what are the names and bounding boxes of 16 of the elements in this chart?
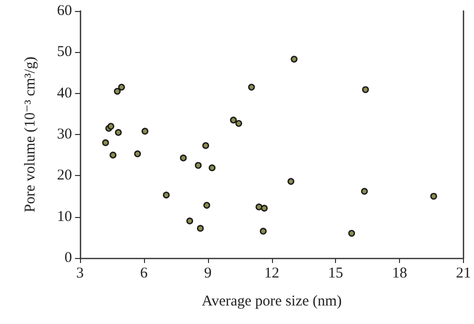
x-tick-label: 6 <box>140 266 148 282</box>
y-tick-label: 20 <box>57 168 72 184</box>
y-tick-label: 60 <box>57 3 72 19</box>
x-tick-label: 9 <box>204 266 212 282</box>
y-axis-title: Pore volume (10⁻³ cm³/g) <box>22 56 38 212</box>
y-tick-label: 40 <box>57 85 72 102</box>
y-tick-label: 10 <box>57 208 72 225</box>
x-axis-title: Average pore size (nm) <box>202 294 342 310</box>
x-tick-label: 21 <box>456 266 471 282</box>
y-tick-label: 0 <box>64 250 72 266</box>
y-tick-label: 50 <box>57 44 72 60</box>
x-tick-label: 18 <box>392 266 408 282</box>
x-tick-label: 3 <box>76 266 84 282</box>
x-tick-label: 12 <box>264 266 280 282</box>
x-tick-label: 15 <box>328 266 344 282</box>
y-tick-label: 30 <box>57 126 72 142</box>
